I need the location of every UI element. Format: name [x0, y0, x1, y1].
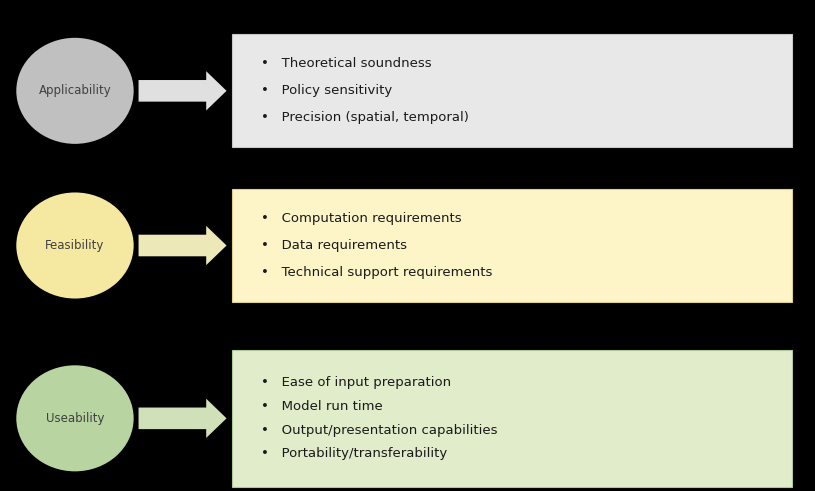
- Text: Applicability: Applicability: [38, 84, 112, 97]
- Polygon shape: [139, 71, 227, 110]
- FancyBboxPatch shape: [232, 350, 792, 487]
- FancyBboxPatch shape: [232, 189, 792, 302]
- Text: •   Technical support requirements: • Technical support requirements: [261, 266, 492, 279]
- Ellipse shape: [16, 192, 134, 299]
- Polygon shape: [139, 399, 227, 438]
- Text: •   Output/presentation capabilities: • Output/presentation capabilities: [261, 424, 497, 436]
- FancyBboxPatch shape: [232, 34, 792, 147]
- Text: •   Model run time: • Model run time: [261, 400, 382, 413]
- Text: Feasibility: Feasibility: [46, 239, 104, 252]
- Text: •   Ease of input preparation: • Ease of input preparation: [261, 377, 451, 389]
- Text: •   Portability/transferability: • Portability/transferability: [261, 447, 447, 460]
- Polygon shape: [139, 226, 227, 265]
- Ellipse shape: [16, 365, 134, 471]
- Text: •   Computation requirements: • Computation requirements: [261, 212, 461, 225]
- Ellipse shape: [16, 38, 134, 144]
- Text: Useability: Useability: [46, 412, 104, 425]
- Text: •   Data requirements: • Data requirements: [261, 239, 407, 252]
- Text: •   Theoretical soundness: • Theoretical soundness: [261, 57, 431, 70]
- Text: •   Policy sensitivity: • Policy sensitivity: [261, 84, 392, 97]
- Text: •   Precision (spatial, temporal): • Precision (spatial, temporal): [261, 111, 469, 124]
